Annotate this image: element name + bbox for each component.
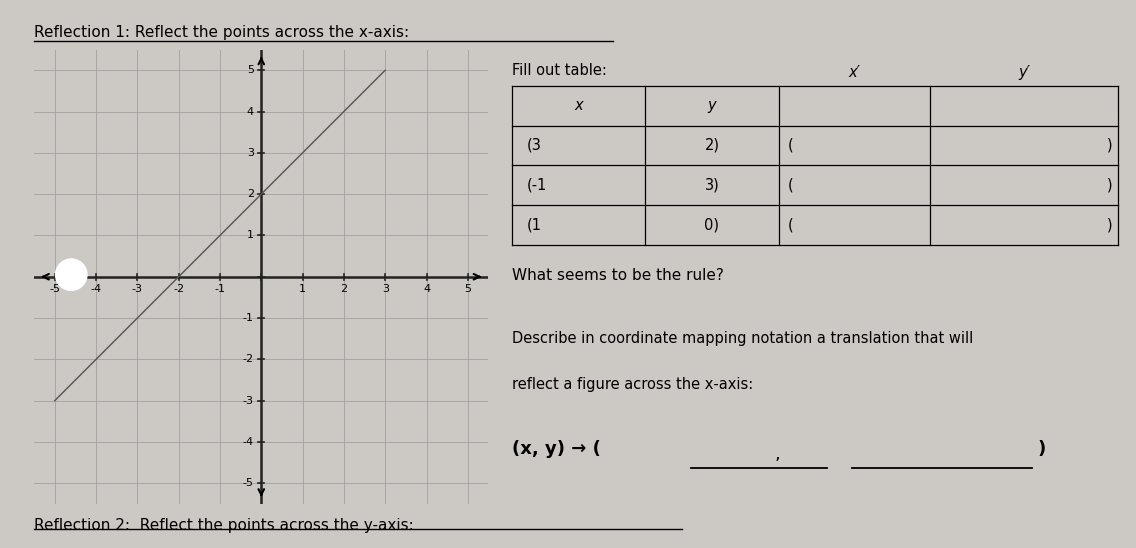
Text: (x, y) → (: (x, y) → ( [511,441,601,459]
Text: ,: , [775,445,780,463]
Text: (1: (1 [527,218,542,232]
Text: -4: -4 [91,284,101,294]
Text: What seems to be the rule?: What seems to be the rule? [511,267,724,283]
Text: 3: 3 [382,284,389,294]
Text: 2: 2 [341,284,348,294]
Text: 3: 3 [247,148,253,158]
Text: (: ( [788,178,794,193]
Text: 5: 5 [247,65,253,75]
Text: -3: -3 [132,284,143,294]
Text: (-1: (-1 [527,178,548,193]
Text: 4: 4 [423,284,431,294]
Text: Reflection 2:  Reflect the points across the y-axis:: Reflection 2: Reflect the points across … [34,518,414,533]
Text: ): ) [1038,441,1046,459]
Text: -4: -4 [243,437,253,447]
Text: 2: 2 [247,189,253,199]
Text: -1: -1 [215,284,225,294]
Text: y′: y′ [1018,65,1030,79]
Text: Fill out table:: Fill out table: [511,63,607,78]
Text: y: y [708,98,716,113]
Text: -1: -1 [243,313,253,323]
Text: 2): 2) [704,138,719,153]
Text: ): ) [1106,178,1112,193]
Text: 5: 5 [465,284,471,294]
Text: 3): 3) [704,178,719,193]
Text: 0): 0) [704,218,719,232]
Text: x: x [574,98,583,113]
Text: (: ( [788,218,794,232]
Text: ): ) [1106,218,1112,232]
Text: reflect a figure across the x-axis:: reflect a figure across the x-axis: [511,377,753,392]
Text: -5: -5 [243,478,253,488]
Text: -3: -3 [243,396,253,406]
Text: x′: x′ [849,65,860,79]
Text: -5: -5 [49,284,60,294]
Text: ): ) [1106,138,1112,153]
Text: 1: 1 [299,284,306,294]
Circle shape [56,259,87,290]
Text: 1: 1 [247,230,253,241]
Text: Reflection 1: Reflect the points across the x-axis:: Reflection 1: Reflect the points across … [34,25,409,39]
Text: -2: -2 [243,355,253,364]
Text: (3: (3 [527,138,542,153]
Text: (: ( [788,138,794,153]
Text: -2: -2 [173,284,184,294]
Text: Describe in coordinate mapping notation a translation that will: Describe in coordinate mapping notation … [511,332,972,346]
Text: 4: 4 [247,106,253,117]
